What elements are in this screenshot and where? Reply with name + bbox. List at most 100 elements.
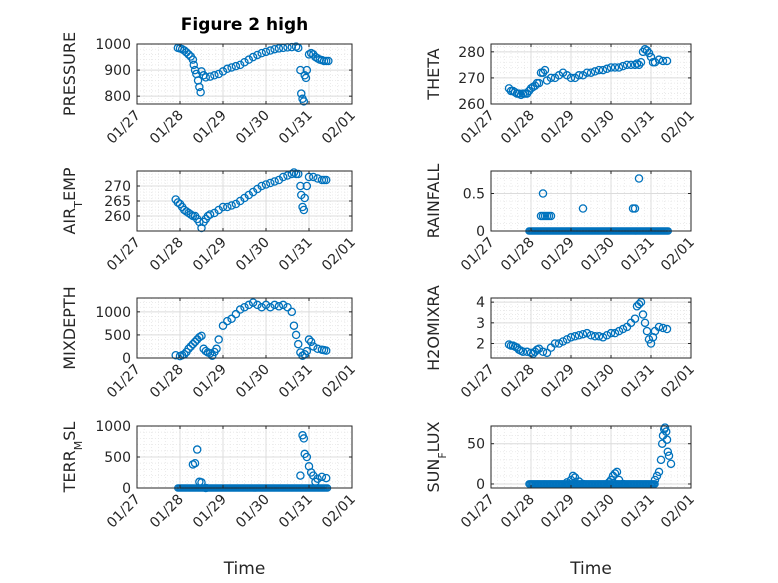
y-tick-label: 900 xyxy=(104,63,131,79)
data-point xyxy=(266,178,275,188)
data-point xyxy=(278,172,288,182)
data-point xyxy=(610,469,620,478)
data-point xyxy=(274,44,284,53)
data-point xyxy=(662,435,672,444)
data-point xyxy=(171,350,180,360)
data-point xyxy=(654,55,664,64)
data-point xyxy=(606,475,616,485)
data-point xyxy=(240,302,249,312)
data-point xyxy=(630,314,640,323)
data-point xyxy=(299,205,309,215)
data-point xyxy=(594,332,604,341)
x-tick-label: 01/31 xyxy=(618,492,658,532)
data-point xyxy=(634,60,644,70)
subplot-5: 0 500 1000 01/27 01/28 01/29 01/30 01/31 02/01 MI… xyxy=(60,286,359,401)
data-point xyxy=(604,478,614,487)
x-tick-label: 01/30 xyxy=(578,362,618,402)
subplot-2: 260 270 280 01/27 01/28 01/29 01/30 01/31 02/01 T… xyxy=(424,43,698,148)
series-markers xyxy=(525,174,673,235)
y-tick-label: 1000 xyxy=(95,419,131,435)
data-point xyxy=(642,326,652,336)
data-point xyxy=(296,471,305,480)
data-point xyxy=(610,328,620,338)
data-point xyxy=(306,337,316,347)
y-tick-label: 4 xyxy=(476,295,485,311)
data-point xyxy=(186,210,195,219)
data-point xyxy=(240,58,249,67)
x-tick-label: 02/01 xyxy=(319,362,359,402)
y-tick-label: 0 xyxy=(122,351,131,367)
data-point xyxy=(578,329,588,339)
x-tick-label: 02/01 xyxy=(658,108,698,148)
data-point xyxy=(235,60,245,70)
y-axis-label: SUNFLUX xyxy=(424,421,449,492)
x-tick-label: 01/30 xyxy=(233,108,273,148)
y-tick-label: 500 xyxy=(104,450,131,466)
data-point xyxy=(302,452,312,462)
data-point xyxy=(299,97,309,106)
x-tick-label: 01/29 xyxy=(190,108,230,148)
x-tick-label: 01/27 xyxy=(458,235,498,275)
series-markers xyxy=(174,431,332,493)
x-tick-label: 01/28 xyxy=(147,235,187,275)
data-point xyxy=(321,175,331,185)
data-point xyxy=(274,302,284,311)
data-point xyxy=(602,330,612,340)
data-point xyxy=(606,63,616,72)
x-tick-label: 01/30 xyxy=(578,108,618,148)
x-tick-label: 01/28 xyxy=(147,492,187,532)
data-point xyxy=(660,423,670,432)
series-markers xyxy=(171,298,331,361)
y-axis-label: H2OMIXRA xyxy=(424,285,443,371)
x-tick-label: 01/28 xyxy=(147,362,187,402)
data-point xyxy=(636,58,646,67)
data-point xyxy=(253,300,262,310)
y-axis-label: RAINFALL xyxy=(424,164,443,239)
x-tick-label: 01/31 xyxy=(276,108,316,148)
data-point xyxy=(598,65,608,75)
data-point xyxy=(189,60,199,70)
x-tick-label: 01/27 xyxy=(104,235,144,275)
subplot-1: 800 900 1000 01/27 01/28 01/29 01/30 01/31 02/01… xyxy=(60,15,359,147)
x-tick-label: 01/29 xyxy=(538,492,578,532)
data-point xyxy=(664,451,674,461)
data-point xyxy=(205,210,215,219)
data-point xyxy=(666,459,676,469)
y-tick-label: 270 xyxy=(104,179,131,195)
data-point xyxy=(231,61,241,71)
data-point xyxy=(626,60,636,70)
data-point xyxy=(253,50,262,60)
data-point xyxy=(590,67,600,76)
data-point xyxy=(197,331,206,341)
y-tick-label: 280 xyxy=(458,45,485,61)
y-tick-label: 0 xyxy=(476,224,485,240)
data-point xyxy=(640,318,650,328)
data-point xyxy=(205,72,215,81)
data-point xyxy=(522,89,532,98)
x-tick-label: 01/29 xyxy=(190,235,230,275)
data-point xyxy=(302,65,312,75)
data-point xyxy=(582,68,592,77)
x-tick-label: 01/27 xyxy=(104,362,144,402)
data-point xyxy=(261,180,271,189)
data-point xyxy=(261,47,271,57)
chart-title: Figure 2 high xyxy=(181,15,309,35)
x-tick-label: 02/01 xyxy=(658,362,698,402)
data-point xyxy=(542,348,552,358)
data-point xyxy=(578,204,588,213)
data-point xyxy=(270,177,279,186)
data-point xyxy=(218,321,228,330)
x-tick-label: 01/31 xyxy=(276,362,316,402)
data-point xyxy=(227,314,236,324)
y-tick-label: 2 xyxy=(476,337,485,353)
data-point xyxy=(632,302,642,311)
data-point xyxy=(598,333,608,342)
data-point xyxy=(651,480,659,488)
data-point xyxy=(650,475,660,485)
data-point xyxy=(298,351,307,360)
data-point xyxy=(302,346,312,356)
data-point xyxy=(301,73,311,83)
data-point xyxy=(223,64,232,74)
data-point xyxy=(321,346,331,355)
